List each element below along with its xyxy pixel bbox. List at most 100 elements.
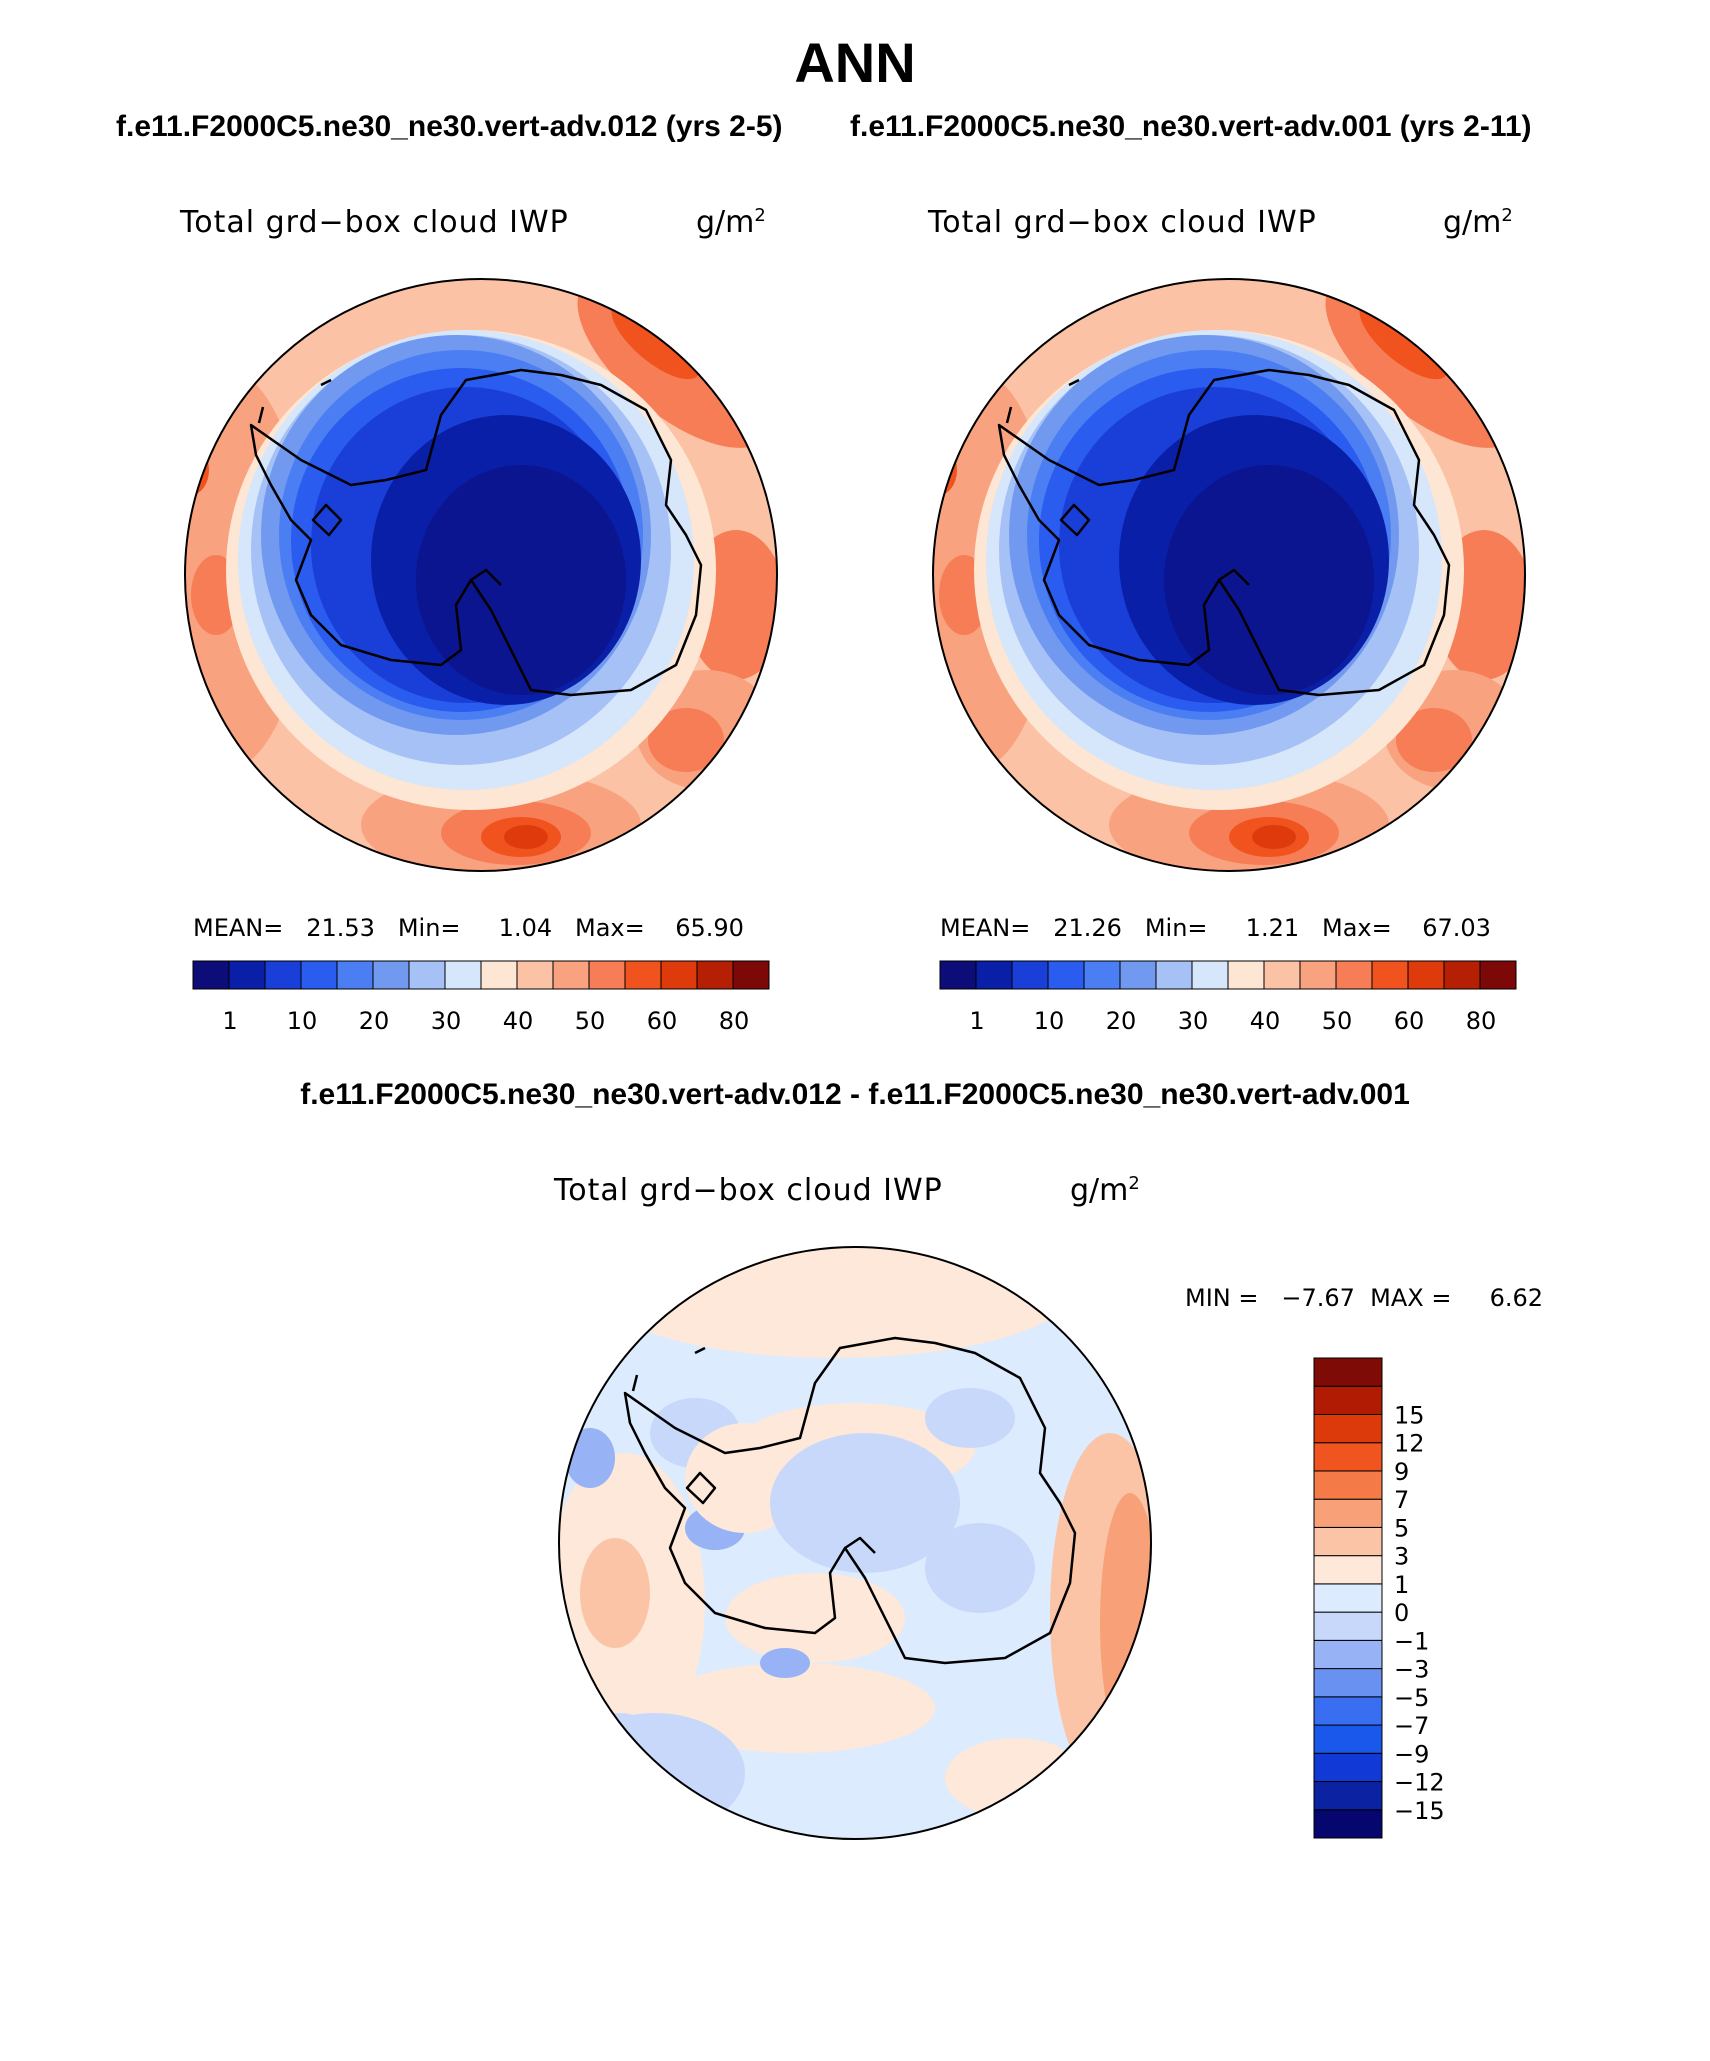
colorbar-tick-label: 30	[431, 1007, 462, 1035]
colorbar-swatch	[1313, 1696, 1383, 1726]
panel-diff-unit: g/m2	[1070, 1173, 1140, 1208]
colorbar-swatch	[975, 960, 1013, 990]
colorbar-swatch	[1047, 960, 1085, 990]
panel-diff-variable: Total grd−box cloud IWP	[554, 1173, 943, 1208]
colorbar-swatch	[264, 960, 302, 990]
colorbar-swatch	[1313, 1413, 1383, 1444]
colorbar-swatch	[1313, 1781, 1383, 1811]
colorbar-swatch	[1407, 960, 1445, 990]
panel-left-stats: MEAN= 21.53 Min= 1.04 Max= 65.90	[193, 914, 744, 942]
colorbar-tick-label: −1	[1394, 1627, 1429, 1655]
colorbar-tick-label: 40	[503, 1007, 534, 1035]
panel-right-stats: MEAN= 21.26 Min= 1.21 Max= 67.03	[940, 914, 1491, 942]
colorbar-swatch	[1313, 1470, 1383, 1500]
colorbar-tick-label: 1	[222, 1007, 237, 1035]
colorbar-swatch	[1371, 960, 1409, 990]
colorbar-swatch	[1313, 1752, 1383, 1783]
colorbar-swatch	[1313, 1639, 1383, 1670]
panel-left-unit: g/m2	[696, 205, 766, 240]
colorbar-swatch	[939, 960, 977, 990]
colorbar-swatch	[1191, 960, 1229, 990]
colorbar-swatch	[1299, 960, 1337, 990]
colorbar-swatch	[1313, 1668, 1383, 1698]
panel-left-variable: Total grd−box cloud IWP	[180, 205, 569, 240]
colorbar-swatch	[444, 960, 482, 990]
colorbar-swatch	[1335, 960, 1373, 990]
colorbar-tick-label: −12	[1394, 1769, 1445, 1797]
colorbar-tick-label: −9	[1394, 1740, 1429, 1768]
colorbar-swatch	[228, 960, 266, 990]
colorbar-tick-label: 10	[1034, 1007, 1065, 1035]
unit-base: g/m	[696, 205, 755, 240]
colorbar-swatch	[660, 960, 698, 990]
colorbar-swatch	[1313, 1498, 1383, 1528]
colorbar-swatch	[1313, 1442, 1383, 1472]
colorbar-tick-label: 15	[1394, 1401, 1425, 1429]
colorbar-tick-label: −7	[1394, 1712, 1429, 1740]
colorbar-swatch	[1313, 1611, 1383, 1641]
colorbar-tick-label: 7	[1394, 1486, 1409, 1514]
colorbar-swatch	[408, 960, 446, 990]
colorbar-swatch	[1155, 960, 1193, 990]
colorbar-tick-label: −15	[1394, 1797, 1445, 1825]
colorbar-swatch	[1313, 1555, 1383, 1585]
colorbar-swatch	[480, 960, 518, 990]
colorbar-tick-label: −5	[1394, 1684, 1429, 1712]
unit-exponent: 2	[1128, 1173, 1140, 1194]
colorbar-swatch	[1227, 960, 1265, 990]
colorbar-tick-label: 20	[1106, 1007, 1137, 1035]
colorbar-tick-label: 5	[1394, 1514, 1409, 1542]
colorbar-swatch	[1313, 1385, 1383, 1415]
unit-base: g/m	[1070, 1173, 1129, 1208]
colorbar-tick-label: 20	[359, 1007, 390, 1035]
colorbar-tick-label: 0	[1394, 1599, 1409, 1627]
colorbar-tick-label: 50	[575, 1007, 606, 1035]
colorbar-tick-label: 10	[287, 1007, 318, 1035]
colorbar-tick-label: 12	[1394, 1430, 1425, 1458]
colorbar-tick-label: −3	[1394, 1656, 1429, 1684]
colorbar-swatch	[516, 960, 554, 990]
colorbar-swatch	[1313, 1809, 1383, 1839]
difference-title: f.e11.F2000C5.ne30_ne30.vert-adv.012 - f…	[300, 1078, 1410, 1111]
colorbar-swatch	[372, 960, 410, 990]
colorbar-swatch	[732, 960, 770, 990]
colorbar-swatch	[1313, 1583, 1383, 1613]
colorbar-swatch	[1313, 1724, 1383, 1754]
colorbar-tick-label: 40	[1250, 1007, 1281, 1035]
colorbar-swatch	[696, 960, 734, 990]
colorbar-tick-label: 3	[1394, 1543, 1409, 1571]
panel-right-variable: Total grd−box cloud IWP	[928, 205, 1317, 240]
colorbar-swatch	[300, 960, 338, 990]
map-difference	[558, 1246, 1152, 1840]
colorbar-tick-label: 60	[647, 1007, 678, 1035]
map-right	[932, 278, 1526, 872]
unit-exponent: 2	[1501, 205, 1513, 226]
figure-title: ANN	[794, 31, 916, 94]
unit-exponent: 2	[754, 205, 766, 226]
colorbar-tick-label: 60	[1394, 1007, 1425, 1035]
colorbar-swatch	[1313, 1357, 1383, 1387]
colorbar-tick-label: 1	[969, 1007, 984, 1035]
colorbar-swatch	[192, 960, 230, 990]
colorbar-left: 1 10 20 30 40 50 60 80	[192, 960, 770, 1035]
colorbar-swatch	[588, 960, 626, 990]
unit-base: g/m	[1443, 205, 1502, 240]
colorbar-swatch	[1313, 1526, 1383, 1557]
map-left	[184, 278, 778, 872]
colorbar-swatch	[336, 960, 374, 990]
colorbar-swatch	[1479, 960, 1517, 990]
colorbar-swatch	[1119, 960, 1157, 990]
case-left-title: f.e11.F2000C5.ne30_ne30.vert-adv.012 (yr…	[116, 110, 783, 143]
colorbar-swatch	[1083, 960, 1121, 990]
colorbar-swatch	[624, 960, 662, 990]
colorbar-tick-label: 80	[719, 1007, 750, 1035]
colorbar-tick-label: 50	[1322, 1007, 1353, 1035]
colorbar-tick-label: 9	[1394, 1458, 1409, 1486]
panel-right-unit: g/m2	[1443, 205, 1513, 240]
colorbar-right: 1 10 20 30 40 50 60 80	[939, 960, 1517, 1035]
colorbar-swatch	[1443, 960, 1481, 990]
colorbar-swatch	[1011, 960, 1049, 990]
colorbar-swatch	[1263, 960, 1301, 990]
